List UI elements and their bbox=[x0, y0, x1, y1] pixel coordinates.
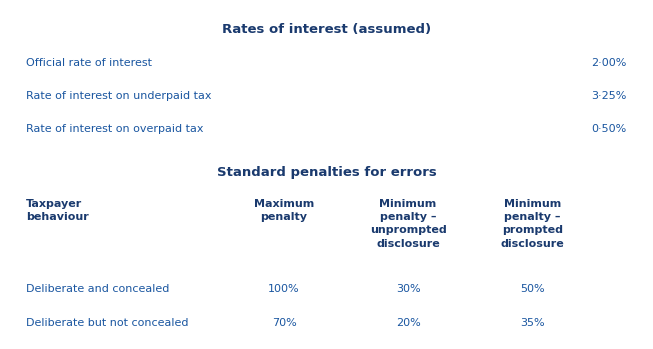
Text: 3·25%: 3·25% bbox=[592, 91, 627, 101]
Text: Rate of interest on overpaid tax: Rate of interest on overpaid tax bbox=[26, 124, 204, 134]
Text: Maximum
penalty: Maximum penalty bbox=[254, 199, 314, 222]
Text: 2·00%: 2·00% bbox=[592, 58, 627, 68]
Text: Rate of interest on underpaid tax: Rate of interest on underpaid tax bbox=[26, 91, 212, 101]
Text: Official rate of interest: Official rate of interest bbox=[26, 58, 152, 68]
Text: Minimum
penalty –
unprompted
disclosure: Minimum penalty – unprompted disclosure bbox=[370, 199, 447, 248]
Text: 0·50%: 0·50% bbox=[592, 124, 627, 134]
Text: 35%: 35% bbox=[520, 318, 545, 328]
Text: Minimum
penalty –
prompted
disclosure: Minimum penalty – prompted disclosure bbox=[500, 199, 564, 248]
Text: Standard penalties for errors: Standard penalties for errors bbox=[217, 166, 436, 179]
Text: 30%: 30% bbox=[396, 284, 421, 295]
Text: Taxpayer
behaviour: Taxpayer behaviour bbox=[26, 199, 89, 222]
Text: Deliberate and concealed: Deliberate and concealed bbox=[26, 284, 170, 295]
Text: 70%: 70% bbox=[272, 318, 296, 328]
Text: Deliberate but not concealed: Deliberate but not concealed bbox=[26, 318, 189, 328]
Text: 20%: 20% bbox=[396, 318, 421, 328]
Text: 100%: 100% bbox=[268, 284, 300, 295]
Text: 50%: 50% bbox=[520, 284, 545, 295]
Text: Rates of interest (assumed): Rates of interest (assumed) bbox=[222, 23, 431, 36]
